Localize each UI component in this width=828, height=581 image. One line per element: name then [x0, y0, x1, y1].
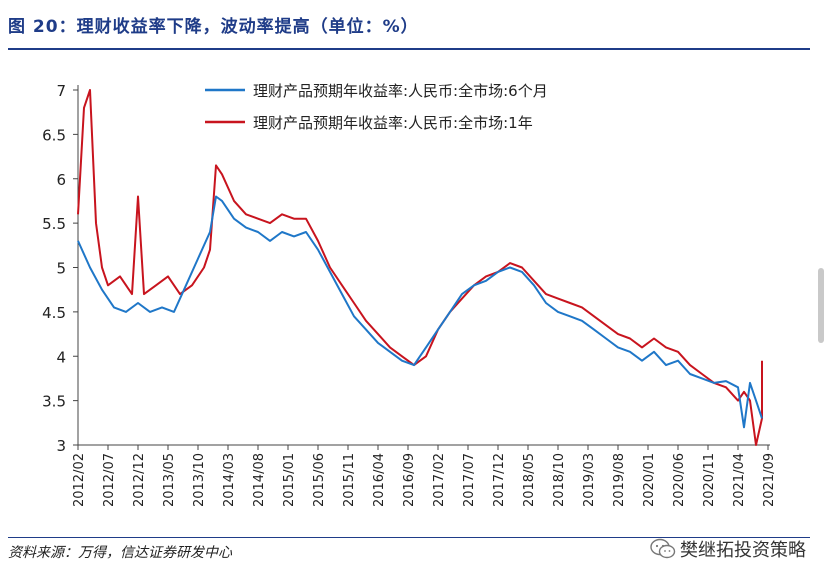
x-tick-label: 2012/07 — [102, 453, 117, 507]
x-tick-label: 2016/04 — [372, 453, 387, 507]
scrollbar-thumb[interactable] — [818, 268, 824, 343]
x-tick-label: 2013/10 — [192, 453, 207, 507]
y-tick-label: 3.5 — [42, 393, 66, 411]
x-tick-label: 2018/05 — [522, 453, 537, 507]
x-tick-label: 2017/02 — [432, 453, 447, 507]
y-tick-label: 7 — [56, 82, 66, 100]
y-tick-label: 6.5 — [42, 126, 66, 144]
x-tick-label: 2020/06 — [672, 453, 687, 507]
x-tick-label: 2014/08 — [252, 453, 267, 507]
chart-legend: 理财产品预期年收益率:人民币:全市场:6个月理财产品预期年收益率:人民币:全市场… — [205, 82, 548, 132]
x-tick-label: 2021/09 — [762, 453, 777, 507]
chart-axes: 3 3.5 4 4.5 5 5.5 6 6.5 7 2012/02 2012/07 2012/12 20… — [42, 82, 777, 507]
x-tick-label: 2014/03 — [222, 453, 237, 507]
watermark-text: 樊继拓投资策略 — [680, 540, 806, 561]
legend-label: 理财产品预期年收益率:人民币:全市场:6个月 — [253, 82, 548, 100]
x-tick-label: 2018/10 — [552, 453, 567, 507]
x-tick-label: 2017/07 — [462, 453, 477, 507]
y-tick-label: 6 — [56, 171, 66, 189]
y-tick-label: 3 — [56, 437, 66, 455]
x-tick-label: 2013/05 — [162, 453, 177, 507]
y-tick-label: 5.5 — [42, 215, 66, 233]
title-divider — [8, 48, 810, 50]
series-line-1y — [77, 89, 763, 446]
y-tick-label: 5 — [56, 260, 66, 278]
x-tick-label: 2017/12 — [492, 453, 507, 507]
x-tick-label: 2015/06 — [312, 453, 327, 507]
legend-label: 理财产品预期年收益率:人民币:全市场:1年 — [253, 114, 533, 132]
x-tick-label: 2015/11 — [342, 453, 357, 507]
wechat-icon — [650, 538, 676, 559]
x-tick-label: 2020/01 — [642, 453, 657, 507]
x-tick-label: 2020/11 — [702, 453, 717, 507]
x-tick-label: 2019/08 — [612, 453, 627, 507]
y-tick-label: 4.5 — [42, 304, 66, 322]
x-tick-label: 2015/01 — [282, 453, 297, 507]
x-tick-label: 2012/02 — [72, 453, 87, 507]
x-tick-label: 2016/09 — [402, 453, 417, 507]
chart-title: 图 20：理财收益率下降，波动率提高（单位：%） — [8, 17, 419, 37]
watermark: 樊继拓投资策略 — [650, 536, 806, 562]
chart-series — [77, 89, 763, 446]
y-tick-label: 4 — [56, 348, 66, 366]
x-tick-label: 2012/12 — [132, 453, 147, 507]
x-tick-label: 2019/03 — [582, 453, 597, 507]
x-tick-label: 2021/04 — [732, 453, 747, 507]
line-chart: 3 3.5 4 4.5 5 5.5 6 6.5 7 2012/02 2012/07 2012/12 20… — [42, 82, 777, 507]
series-line-6m — [77, 195, 763, 429]
source-note: 资料来源：万得，信达证券研发中心 — [8, 545, 232, 561]
footer-divider — [8, 537, 810, 538]
